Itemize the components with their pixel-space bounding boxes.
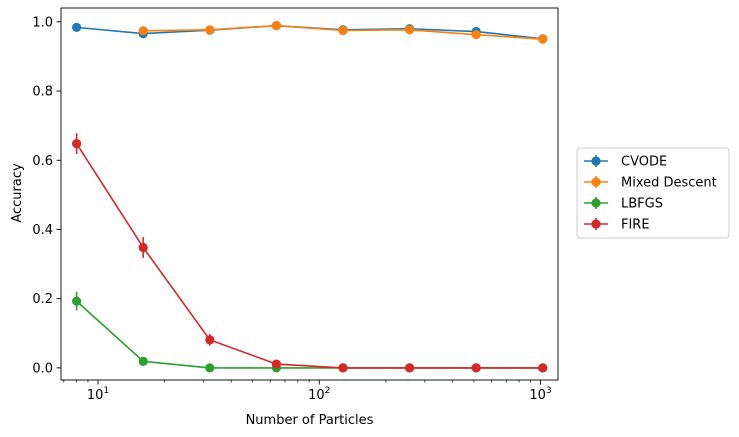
- data-point-mixed-descent: [138, 26, 148, 36]
- legend-marker-lbfgs: [591, 198, 601, 208]
- legend-label-mixed-descent: Mixed Descent: [621, 176, 717, 191]
- legend-label-lbfgs: LBFGS: [621, 197, 663, 212]
- data-point-mixed-descent: [205, 25, 215, 35]
- y-tick-label: 0.8: [32, 85, 53, 100]
- data-point-mixed-descent: [271, 21, 281, 31]
- x-tick-label: 102: [308, 386, 330, 403]
- y-tick-label: 0.4: [32, 223, 53, 238]
- data-point-fire: [471, 363, 481, 373]
- data-point-mixed-descent: [471, 30, 481, 40]
- plot-area: [72, 21, 548, 373]
- legend-label-cvode: CVODE: [621, 155, 667, 170]
- legend-label-fire: FIRE: [621, 218, 650, 233]
- axes: 101 102 103 0.0 0.2 0.4 0.6 0.8 1.0: [32, 7, 559, 403]
- y-tick-label: 0.6: [32, 154, 53, 169]
- series-line-fire: [75, 143, 543, 369]
- data-point-fire: [338, 363, 348, 373]
- data-point-mixed-descent: [338, 25, 348, 36]
- y-tick-label: 0.0: [32, 361, 53, 376]
- data-point-fire: [538, 363, 548, 373]
- legend-marker-mixed-descent: [591, 177, 601, 187]
- y-axis-label: Accuracy: [10, 163, 25, 223]
- data-point-fire: [205, 335, 215, 345]
- x-tick-label: 103: [529, 386, 551, 403]
- data-point-lbfgs: [72, 296, 82, 306]
- x-axis-label: Number of Particles: [246, 413, 374, 428]
- legend-marker-fire: [591, 219, 601, 229]
- data-point-lbfgs: [138, 356, 148, 366]
- y-tick-label: 0.2: [32, 292, 53, 307]
- data-point-mixed-descent: [538, 34, 548, 44]
- legend: CVODE Mixed Descent LBFGS FIRE: [576, 147, 730, 239]
- data-point-cvode: [72, 22, 82, 32]
- data-point-mixed-descent: [404, 25, 415, 35]
- data-point-fire: [138, 242, 148, 253]
- x-tick-label: 101: [87, 386, 109, 403]
- data-point-fire: [404, 363, 415, 373]
- legend-marker-cvode: [591, 156, 601, 166]
- data-point-fire: [271, 359, 281, 369]
- legend-box: [576, 147, 730, 239]
- series-line-lbfgs: [76, 300, 543, 369]
- axes-frame: [60, 7, 559, 381]
- data-point-fire: [72, 139, 82, 149]
- data-point-lbfgs: [205, 363, 215, 373]
- y-tick-label: 1.0: [32, 15, 53, 30]
